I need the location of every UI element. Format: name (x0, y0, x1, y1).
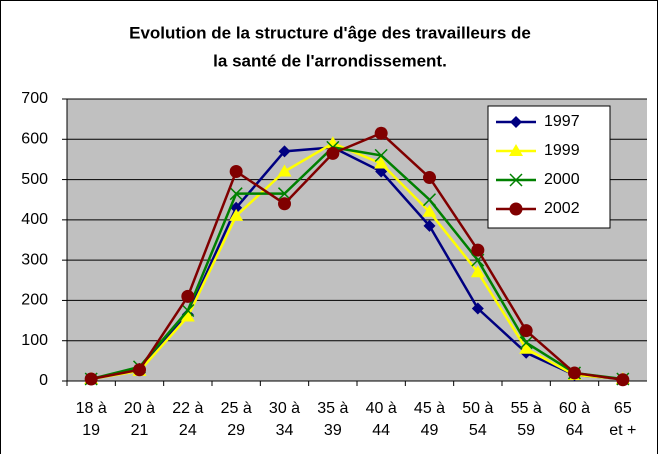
marker (325, 136, 340, 149)
marker (375, 165, 388, 178)
x-tick-label: 20 à 21 (123, 400, 156, 439)
series-line (90, 146, 623, 381)
x-tick-label: 25 à 29 (220, 400, 252, 439)
series-line (90, 146, 623, 381)
legend-label: 1999 (544, 142, 580, 159)
series-line (90, 131, 624, 382)
marker (180, 309, 195, 322)
x-tick-label: 50 à 54 (462, 400, 494, 439)
marker (471, 302, 484, 315)
x-tick-label: 22 à 24 (172, 400, 204, 439)
y-tick-label: 600 (21, 131, 48, 148)
marker (519, 336, 533, 350)
marker (568, 366, 581, 380)
x-tick-label: 55 à 59 (510, 400, 542, 439)
marker (422, 204, 437, 217)
marker (509, 144, 523, 156)
marker (423, 219, 436, 232)
y-tick-label: 100 (21, 332, 48, 349)
legend-box (487, 105, 611, 229)
x-tick-label: 18 à 19 (75, 400, 107, 439)
marker (374, 156, 389, 169)
marker (229, 165, 243, 179)
marker (422, 193, 437, 207)
marker (181, 303, 195, 318)
marker (374, 148, 388, 162)
marker (326, 146, 340, 160)
y-tick-label: 200 (21, 292, 48, 309)
legend-label: 2000 (544, 171, 580, 188)
marker (230, 201, 243, 214)
y-tick-label: 400 (21, 211, 48, 228)
legend-label: 2002 (544, 200, 580, 217)
x-tick-label: 35 à 39 (317, 400, 349, 439)
y-tick-label: 0 (39, 372, 48, 389)
marker (509, 202, 523, 216)
x-tick-label: 45 à 49 (413, 400, 446, 439)
marker (181, 289, 195, 303)
x-tick-label: 30 à 34 (268, 400, 301, 439)
marker (277, 164, 292, 177)
marker (229, 208, 244, 221)
marker (278, 197, 291, 211)
marker (133, 363, 146, 377)
y-tick-label: 300 (21, 251, 48, 268)
y-tick-label: 700 (21, 90, 48, 107)
marker (509, 173, 523, 187)
series-line (90, 141, 623, 381)
y-tick-label: 500 (21, 171, 48, 188)
marker (519, 341, 534, 354)
marker (616, 373, 630, 387)
marker (510, 116, 522, 128)
x-tick-label: 60 à 64 (558, 400, 591, 439)
marker (277, 187, 292, 201)
marker (278, 145, 291, 158)
marker (470, 265, 485, 278)
chart-title: la santé de l'arrondissement. (213, 51, 447, 70)
x-tick-label: 65 et + (609, 400, 637, 439)
chart-title: Evolution de la structure d'âge des trav… (129, 23, 531, 42)
x-tick-label: 40 à 44 (365, 400, 397, 439)
legend-label: 1997 (544, 113, 580, 130)
marker (84, 372, 98, 386)
marker (423, 171, 436, 185)
marker (229, 187, 243, 201)
marker (519, 324, 533, 338)
marker (471, 243, 485, 257)
marker (374, 126, 388, 140)
